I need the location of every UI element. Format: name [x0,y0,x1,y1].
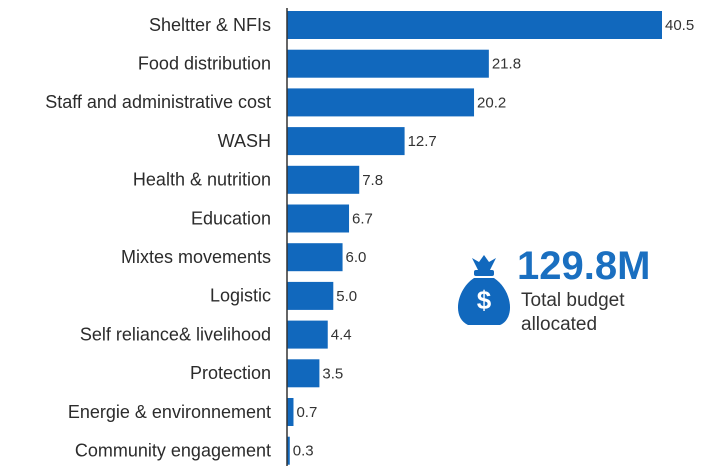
value-label: 21.8 [492,56,521,73]
category-label: Energie & environnement [68,402,271,422]
value-label: 20.2 [477,94,506,111]
value-label: 3.5 [322,365,343,382]
bar [287,436,290,465]
bar [287,320,328,349]
category-label: Community engagement [75,440,271,460]
category-label: Logistic [210,286,271,306]
money-bag-icon: $ [457,255,511,325]
svg-text:$: $ [477,285,492,315]
category-label: Mixtes movements [121,247,271,267]
value-label: 5.0 [336,288,357,305]
bar [287,281,334,310]
value-label: 4.4 [331,327,352,344]
category-label: WASH [218,131,271,151]
category-label: Protection [190,363,271,383]
category-label: Education [191,208,271,228]
bar [287,49,489,78]
category-label: Health & nutrition [133,170,271,190]
value-label: 0.3 [293,443,314,460]
bar [287,88,475,117]
value-label: 6.7 [352,210,373,227]
bar [287,11,662,39]
kpi-label: Total budget allocated [521,290,625,335]
value-label: 12.7 [408,133,437,150]
bar [287,398,294,426]
bar [287,204,350,233]
bar [287,359,320,388]
category-label: Staff and administrative cost [45,92,271,112]
value-label: 6.0 [346,249,367,266]
category-label: Food distribution [138,53,271,73]
kpi-value: 129.8M [517,244,651,288]
value-label: 0.7 [296,404,317,421]
bar [287,243,343,272]
category-label: Sheltter & NFIs [149,15,271,35]
value-label: 40.5 [665,17,694,34]
bar [287,127,405,156]
category-label: Self reliance& livelihood [80,324,271,344]
bar [287,165,360,194]
value-label: 7.8 [362,172,383,189]
